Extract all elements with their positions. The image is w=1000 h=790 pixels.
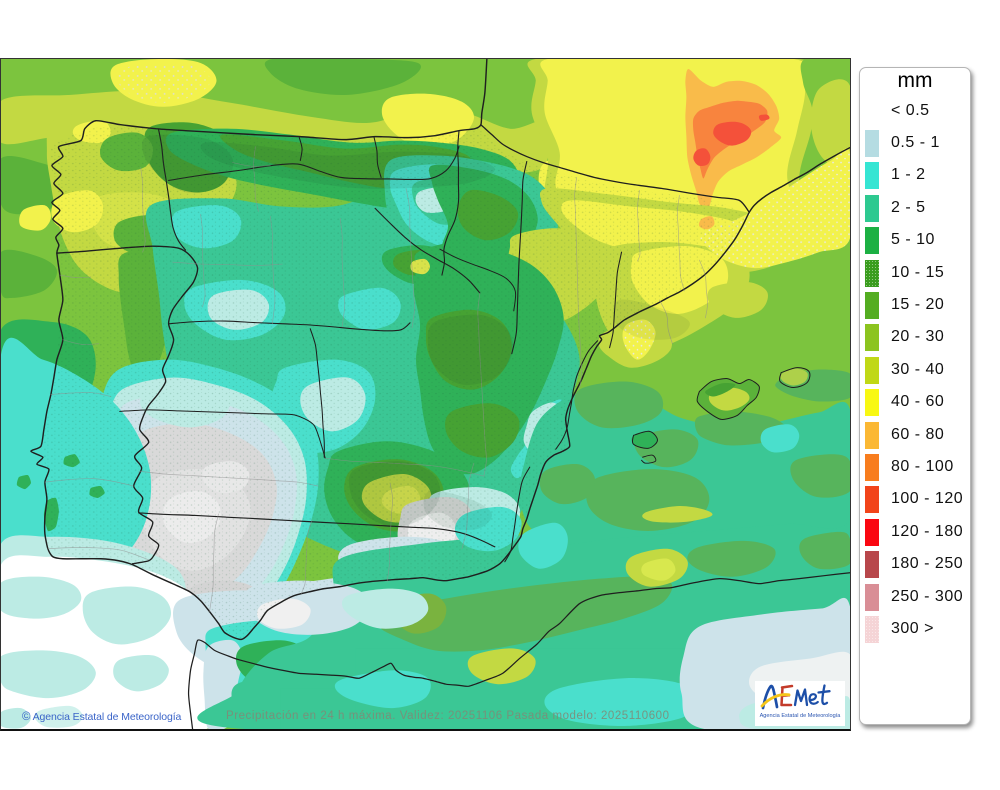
svg-text:Agencia Estatal de Meteorologí: Agencia Estatal de Meteorología	[760, 713, 842, 719]
